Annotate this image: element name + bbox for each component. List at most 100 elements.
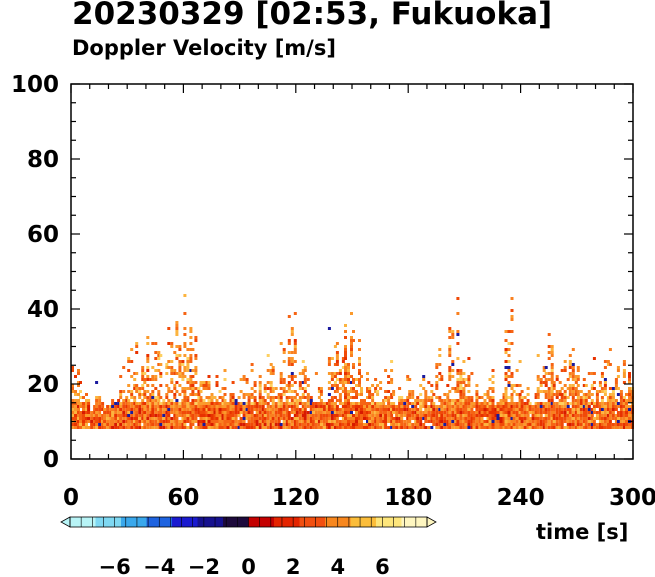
echo-cell (79, 423, 82, 426)
echo-cell (237, 420, 241, 423)
echo-cell (536, 390, 540, 393)
chart-subtitle: Doppler Velocity [m/s] (72, 36, 336, 60)
echo-cell (178, 405, 182, 408)
echo-cell (255, 426, 259, 429)
echo-cell (574, 378, 578, 381)
echo-cell (218, 402, 222, 405)
echo-cell (87, 426, 91, 429)
echo-cell (202, 417, 206, 420)
colorbar-max-arrow (426, 516, 437, 528)
colorbar-segment (299, 517, 326, 527)
echo-cell (518, 396, 522, 399)
echo-cell (173, 393, 177, 396)
echo-cell (550, 414, 554, 417)
echo-cell (411, 426, 415, 429)
echo-cell (301, 426, 305, 429)
echo-cell (269, 363, 273, 366)
echo-cell (480, 414, 484, 417)
echo-cell (159, 423, 163, 426)
echo-cell (454, 387, 458, 390)
echo-cell (341, 384, 345, 387)
echo-cell (237, 396, 241, 399)
echo-cell (616, 414, 620, 417)
echo-cell (170, 381, 174, 384)
echo-cell (547, 426, 551, 429)
echo-cell (384, 414, 388, 417)
echo-cell (379, 402, 383, 405)
echo-cell (408, 393, 412, 396)
echo-cell (335, 405, 339, 408)
echo-cell (330, 405, 334, 408)
echo-cell (347, 375, 350, 378)
echo-cell (582, 378, 586, 381)
echo-cell (333, 420, 337, 423)
echo-cell (207, 423, 211, 426)
echo-cell (344, 345, 347, 348)
echo-cell (371, 414, 375, 417)
echo-cell (504, 372, 508, 375)
echo-cell (427, 411, 431, 414)
echo-cell (590, 399, 594, 402)
echo-cell (151, 384, 155, 387)
echo-cell (488, 405, 492, 408)
echo-cell (135, 351, 139, 354)
echo-cell (114, 426, 118, 429)
echo-cell (210, 423, 214, 426)
echo-cell (422, 414, 426, 417)
echo-cell (269, 399, 273, 402)
echo-cell (90, 423, 94, 426)
echo-cell (520, 405, 524, 408)
echo-cell (335, 390, 339, 393)
echo-cell (207, 411, 211, 414)
echo-cell (571, 423, 575, 426)
echo-cell (106, 426, 110, 429)
echo-cell (576, 366, 580, 369)
echo-cell (363, 399, 366, 402)
echo-cell (186, 387, 190, 390)
echo-cell (550, 384, 554, 387)
echo-cell (408, 423, 412, 426)
echo-cell (197, 387, 201, 390)
echo-cell (247, 417, 251, 420)
echo-cell (496, 405, 500, 408)
echo-cell (560, 369, 564, 372)
echo-cell (242, 393, 246, 396)
echo-cell (199, 426, 203, 429)
echo-cell (242, 375, 246, 378)
echo-cell (234, 399, 238, 402)
echo-cell (347, 402, 350, 405)
echo-cell (390, 420, 394, 423)
echo-cell (183, 402, 187, 405)
echo-cell (269, 384, 273, 387)
echo-cell (231, 396, 235, 399)
echo-cell (202, 384, 206, 387)
echo-cell (574, 393, 578, 396)
echo-cell (398, 411, 402, 414)
echo-cell (552, 408, 556, 411)
echo-cell (119, 396, 123, 399)
echo-cell (568, 354, 572, 357)
echo-cell (486, 411, 490, 414)
echo-cell (290, 327, 294, 330)
echo-cell (253, 390, 257, 393)
echo-cell (122, 423, 126, 426)
echo-cell (435, 363, 439, 366)
echo-cell (143, 390, 147, 393)
echo-cell (579, 399, 583, 402)
echo-cell (250, 405, 254, 408)
echo-cell (341, 408, 345, 411)
echo-cell (448, 426, 452, 429)
echo-cell (430, 426, 434, 429)
echo-cell (507, 396, 511, 399)
echo-cell (154, 399, 158, 402)
echo-cell (510, 396, 514, 399)
echo-cell (534, 414, 538, 417)
echo-cell (598, 417, 602, 420)
echo-cell (226, 420, 230, 423)
echo-cell (197, 399, 201, 402)
echo-cell (117, 399, 121, 402)
echo-cell (247, 426, 251, 429)
echo-cell (202, 423, 206, 426)
echo-cell (523, 423, 527, 426)
echo-cell (491, 390, 495, 393)
